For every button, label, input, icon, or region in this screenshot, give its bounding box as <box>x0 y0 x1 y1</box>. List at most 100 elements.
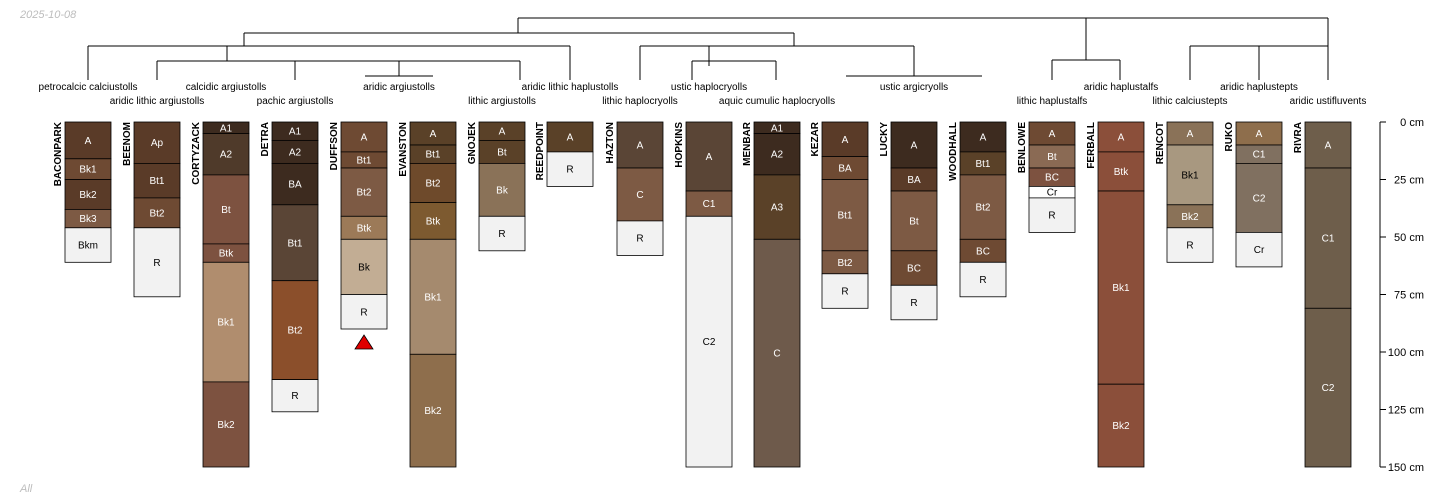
taxon-label: aridic lithic argiustolls <box>110 96 204 107</box>
profile-menbar: A1 A2 A3 C MENBAR <box>742 121 801 468</box>
profile-name: DETRA <box>260 122 271 156</box>
horizon-label: C2 <box>703 337 716 348</box>
horizon-label: Bk3 <box>79 214 97 225</box>
dendro-root-links <box>517 18 1329 80</box>
horizon-label: R <box>498 229 505 240</box>
profile-name: CORTYZACK <box>191 121 202 185</box>
profile-name: DUFFSON <box>329 122 340 170</box>
horizon-label: Bt2 <box>975 203 990 214</box>
taxonomy-dendrogram <box>87 17 1329 80</box>
profile-duffson: A Bt1 Bt2 Btk Bk R DUFFSON <box>329 121 388 330</box>
profile-cortyzack: A1 A2 Bt Btk Bk1 Bk2 CORTYZACK <box>191 121 250 468</box>
profile-name: BENLOWE <box>1017 122 1028 173</box>
horizon-reedpoint-0 <box>546 121 594 153</box>
horizon-label: R <box>1048 211 1055 222</box>
horizon-evanston-5 <box>409 353 457 468</box>
horizon-cortyzack-1 <box>202 133 250 176</box>
horizon-label: Bkm <box>78 241 98 252</box>
dendro-alfisols-links <box>1051 60 1121 80</box>
horizon-hazton-2 <box>616 220 664 256</box>
profile-baconpark: A Bk1 Bk2 Bk3 Bkm BACONPARK <box>53 121 112 263</box>
dendro-cryolls-links <box>639 46 915 80</box>
horizon-cortyzack-4 <box>202 261 250 383</box>
taxon-labels: petrocalcic calciustolls aridic lithic ar… <box>39 82 1367 107</box>
horizon-label: Bt2 <box>356 188 371 199</box>
horizon-label: Bt1 <box>975 159 990 170</box>
horizon-label: A2 <box>771 150 784 161</box>
horizon-label: A1 <box>771 123 784 134</box>
horizon-label: Bt2 <box>837 258 852 269</box>
horizon-label: R <box>360 307 367 318</box>
profile-kezar: A BA Bt1 Bt2 R KEZAR <box>810 121 869 309</box>
horizon-label: BC <box>1045 173 1059 184</box>
horizon-label: Bt2 <box>149 208 164 219</box>
horizon-ferball-3 <box>1097 383 1145 468</box>
profile-lucky: A BA Bt BC R LUCKY <box>879 121 938 321</box>
horizon-rivra-0 <box>1304 121 1352 169</box>
profile-name: EVANSTON <box>398 122 409 177</box>
horizon-duffson-0 <box>340 121 388 153</box>
taxon-label: pachic argiustolls <box>257 96 334 107</box>
horizon-woodhall-0 <box>959 121 1007 153</box>
depth-tick-label: 150 cm <box>1388 462 1424 474</box>
horizon-label: Cr <box>1254 245 1265 256</box>
taxon-label: aridic argiustolls <box>363 82 435 93</box>
horizon-reedpoint-1 <box>546 151 594 187</box>
depth-tick-label: 0 cm <box>1400 117 1424 129</box>
horizon-ferball-0 <box>1097 121 1145 153</box>
horizon-label: Bt1 <box>287 238 302 249</box>
profile-ruko: A C1 C2 Cr RUKO <box>1224 121 1283 268</box>
horizon-ruko-2 <box>1235 162 1283 233</box>
profile-woodhall: A Bt1 Bt2 BC R WOODHALL <box>948 121 1007 298</box>
horizon-menbar-2 <box>753 174 801 240</box>
horizon-label: A <box>567 132 574 143</box>
horizon-label: R <box>979 275 986 286</box>
horizon-label: A3 <box>771 203 784 214</box>
horizon-label: C1 <box>1322 234 1335 245</box>
horizon-detra-3 <box>271 204 319 282</box>
profile-benlowe: A Bt BC Cr R BENLOWE <box>1017 121 1076 233</box>
dendro-ustolls-links <box>156 61 521 80</box>
horizon-label: Bk1 <box>217 318 235 329</box>
horizon-ruko-3 <box>1235 231 1283 268</box>
horizon-label: R <box>566 165 573 176</box>
horizon-label: R <box>153 258 160 269</box>
horizon-label: Bt1 <box>356 155 371 166</box>
horizon-label: A <box>637 141 644 152</box>
horizon-label: BA <box>907 175 921 186</box>
horizon-label: A <box>911 141 918 152</box>
profile-hopkins: A C1 C2 HOPKINS <box>674 121 733 468</box>
horizon-label: A <box>499 127 506 138</box>
horizon-label: R <box>291 391 298 402</box>
profile-rivra: A C1 C2 RIVRA <box>1293 121 1352 468</box>
horizon-label: R <box>841 287 848 298</box>
horizon-label: Btk <box>357 223 372 234</box>
horizon-beenom-3 <box>133 227 181 298</box>
horizon-detra-4 <box>271 280 319 381</box>
horizon-label: A <box>85 136 92 147</box>
horizon-evanston-4 <box>409 238 457 355</box>
horizon-label: C <box>636 190 643 201</box>
horizon-label: Btk <box>426 216 441 227</box>
profile-name: RIVRA <box>1293 122 1304 153</box>
horizon-detra-2 <box>271 162 319 206</box>
dendro-mollisol-links <box>87 46 571 80</box>
profile-name: REEDPOINT <box>535 122 546 180</box>
horizon-cortyzack-5 <box>202 381 250 468</box>
horizon-label: A <box>361 132 368 143</box>
horizon-label: R <box>636 234 643 245</box>
horizon-label: Bk1 <box>424 292 442 303</box>
profile-reedpoint: A R REEDPOINT <box>535 121 594 187</box>
date-label: 2025-10-08 <box>19 9 77 21</box>
horizon-label: Btk <box>1114 167 1129 178</box>
horizon-label: Btk <box>219 249 234 260</box>
horizon-rencot-1 <box>1166 144 1214 206</box>
horizon-label: Bt1 <box>837 211 852 222</box>
horizon-hopkins-2 <box>685 215 733 468</box>
horizon-label: Cr <box>1047 188 1058 199</box>
horizon-rivra-1 <box>1304 167 1352 309</box>
taxon-label: lithic argiustolls <box>468 96 536 107</box>
horizon-menbar-1 <box>753 133 801 176</box>
dendro-inceptisols-links <box>1189 46 1260 80</box>
